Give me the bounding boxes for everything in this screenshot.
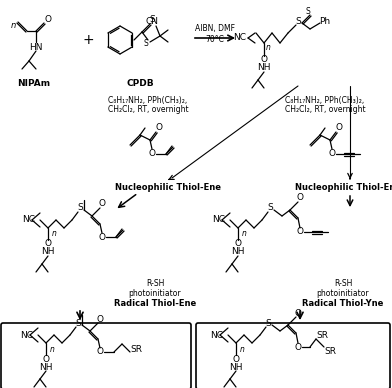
Text: O: O: [45, 239, 51, 248]
Text: n: n: [265, 43, 270, 52]
FancyBboxPatch shape: [1, 323, 191, 388]
Text: NC: NC: [233, 33, 246, 43]
Text: S: S: [143, 40, 149, 48]
Text: O: O: [336, 123, 343, 132]
Text: n: n: [10, 21, 16, 29]
Text: C₈H₁₇NH₂, PPh(CH₃)₂,: C₈H₁₇NH₂, PPh(CH₃)₂,: [108, 95, 188, 104]
Text: NIPAm: NIPAm: [17, 78, 51, 88]
Text: CH₂Cl₂, RT, overnight: CH₂Cl₂, RT, overnight: [285, 104, 365, 114]
Text: NH: NH: [257, 64, 271, 73]
Text: O: O: [156, 123, 163, 132]
Text: Radical Thiol-Ene: Radical Thiol-Ene: [114, 298, 196, 308]
Text: photoinitiator: photoinitiator: [129, 289, 181, 298]
Text: NH: NH: [41, 248, 55, 256]
Text: photoinitiator: photoinitiator: [317, 289, 369, 298]
Text: Nucleophilic Thiol-Ene: Nucleophilic Thiol-Ene: [115, 184, 221, 192]
Text: n: n: [49, 345, 54, 353]
Text: R-SH: R-SH: [334, 279, 352, 289]
Text: n: n: [52, 229, 56, 239]
Text: O: O: [96, 348, 103, 357]
Text: NC: NC: [212, 215, 225, 225]
Text: O: O: [296, 194, 303, 203]
Text: O: O: [294, 343, 301, 352]
Text: O: O: [96, 315, 103, 324]
Text: CPDB: CPDB: [126, 78, 154, 88]
Text: S: S: [75, 319, 81, 327]
Text: NC: NC: [20, 331, 33, 340]
Text: SR: SR: [130, 345, 142, 353]
Text: 70°C: 70°C: [205, 35, 225, 45]
Text: NH: NH: [231, 248, 245, 256]
Text: O: O: [296, 227, 303, 237]
Text: S: S: [306, 7, 310, 16]
Text: O: O: [294, 308, 301, 317]
Text: n: n: [241, 229, 247, 239]
FancyBboxPatch shape: [196, 323, 390, 388]
Text: NH: NH: [39, 362, 53, 371]
Text: S: S: [77, 203, 83, 213]
Text: C₈H₁₇NH₂, PPh(CH₃)₂,: C₈H₁₇NH₂, PPh(CH₃)₂,: [285, 95, 365, 104]
Text: S: S: [267, 203, 273, 213]
Text: SR: SR: [324, 346, 336, 355]
Text: Nucleophilic Thiol-Ene: Nucleophilic Thiol-Ene: [295, 184, 392, 192]
Text: +: +: [82, 33, 94, 47]
Text: O: O: [232, 355, 240, 364]
Text: HN: HN: [29, 43, 43, 52]
Text: n: n: [240, 345, 245, 353]
Text: O: O: [98, 232, 105, 241]
Text: S: S: [295, 17, 301, 26]
Text: SR: SR: [316, 331, 328, 341]
Text: O: O: [45, 14, 51, 24]
Text: S: S: [149, 16, 155, 24]
Text: CN: CN: [145, 17, 158, 26]
Text: NH: NH: [229, 362, 243, 371]
Text: O: O: [149, 149, 156, 159]
Text: Radical Thiol-Yne: Radical Thiol-Yne: [302, 298, 384, 308]
Text: O: O: [98, 199, 105, 208]
Text: Ph: Ph: [319, 17, 330, 26]
Text: S: S: [265, 319, 271, 327]
Text: O: O: [261, 55, 267, 64]
Text: CH₂Cl₂, RT, overnight: CH₂Cl₂, RT, overnight: [108, 104, 188, 114]
Text: AIBN, DMF: AIBN, DMF: [195, 24, 235, 33]
Text: NC: NC: [210, 331, 223, 340]
Text: O: O: [234, 239, 241, 248]
Text: O: O: [42, 355, 49, 364]
Text: R-SH: R-SH: [146, 279, 164, 289]
Text: O: O: [328, 149, 336, 159]
Text: NC: NC: [22, 215, 35, 225]
